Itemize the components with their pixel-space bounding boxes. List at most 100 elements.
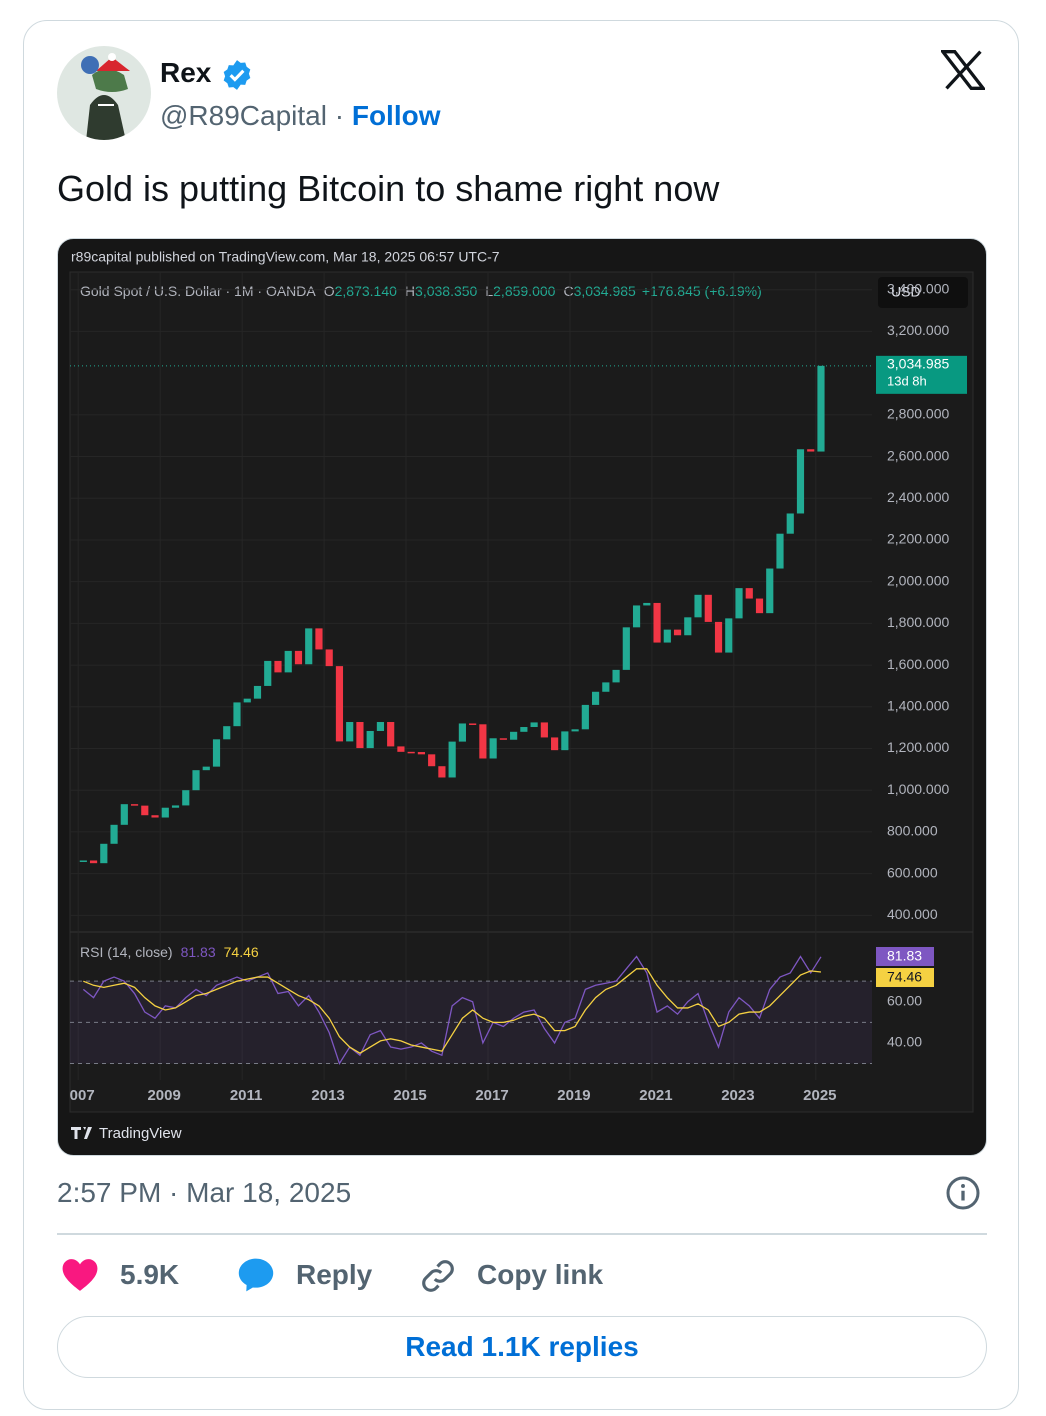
verified-badge: [223, 60, 251, 90]
grid: [70, 272, 872, 1080]
y-tick-label: 2,000.000: [887, 572, 949, 588]
candle: [561, 731, 569, 751]
change: +176.845 (+6.19%): [642, 283, 762, 299]
y-tick-label: 2,200.000: [887, 531, 949, 547]
y-tick-label: 1,600.000: [887, 656, 949, 672]
candle: [725, 618, 733, 653]
candle: [335, 666, 344, 742]
x-tick-label: 007: [70, 1087, 95, 1104]
candle: [581, 704, 589, 730]
x-tick-label: 2023: [721, 1087, 754, 1104]
ohlc-label: L: [485, 283, 493, 299]
rsi-line: [82, 955, 822, 1066]
candle: [223, 726, 231, 740]
x-tick-label: 2011: [230, 1087, 263, 1104]
read-replies-button[interactable]: Read 1.1K replies: [57, 1316, 987, 1378]
candle: [100, 843, 108, 864]
candle: [428, 754, 436, 767]
candle: [89, 860, 98, 864]
candle: [591, 691, 600, 705]
candle: [653, 602, 661, 643]
candle: [643, 602, 651, 606]
tweet-text: Gold is putting Bitcoin to shame right n…: [57, 168, 720, 209]
reply-icon[interactable]: [237, 1257, 275, 1293]
follow-link[interactable]: Follow: [351, 100, 441, 131]
countdown: 13d 8h: [887, 373, 927, 388]
candle: [755, 598, 764, 614]
candle: [510, 731, 518, 740]
rsi-tick-label: 40.00: [887, 1034, 922, 1050]
x-logo[interactable]: [941, 49, 985, 91]
last-price-tag: [876, 355, 967, 394]
source-note: r89capital published on TradingView.com,…: [71, 249, 500, 265]
timestamp[interactable]: 2:57 PM · Mar 18, 2025: [57, 1177, 352, 1208]
ohlc-value: 3,034.985: [574, 283, 636, 299]
x-tick-label: 2021: [639, 1087, 672, 1104]
handle-line: @R89Capital · Follow: [160, 100, 441, 132]
separator: ·: [334, 100, 345, 131]
candle: [346, 722, 354, 742]
y-tick-label: 2,800.000: [887, 406, 949, 422]
currency-box: [878, 277, 968, 308]
rsi-title: RSI (14, close): [80, 944, 173, 960]
link-icon[interactable]: [419, 1257, 457, 1295]
copy-link-button[interactable]: Copy link: [477, 1259, 604, 1290]
candle: [120, 804, 128, 825]
x-tick-label: 2009: [147, 1087, 180, 1104]
like-icon[interactable]: [61, 1257, 99, 1293]
candle: [489, 738, 497, 759]
reply-button[interactable]: Reply: [296, 1259, 373, 1290]
candle: [274, 660, 282, 673]
candle: [325, 649, 333, 667]
candle: [171, 805, 180, 808]
candle: [663, 629, 671, 643]
rsi-tag-label: 74.46: [887, 969, 922, 985]
candle: [469, 723, 477, 725]
candle: [458, 723, 466, 742]
like-count[interactable]: 5.9K: [120, 1259, 180, 1290]
ohlc-label: C: [563, 283, 573, 299]
candle: [253, 685, 262, 699]
candle: [766, 568, 774, 614]
rsi-tag: [876, 968, 934, 987]
symbol-legend: Gold Spot / U.S. Dollar · 1M · OANDA O2,8…: [80, 283, 762, 299]
rsi-tag-label: 81.83: [887, 948, 922, 964]
y-tick-label: 2,600.000: [887, 447, 949, 463]
candle: [817, 365, 825, 452]
candle: [110, 824, 118, 844]
user-name[interactable]: Rex: [160, 57, 212, 88]
candle: [632, 605, 641, 628]
candle: [602, 682, 610, 692]
chart-image[interactable]: r89capital published on TradingView.com,…: [57, 238, 987, 1156]
candle: [192, 770, 200, 791]
candle: [212, 739, 221, 767]
y-tick-label: 3,200.000: [887, 322, 949, 338]
candle: [673, 629, 682, 636]
candle: [417, 752, 425, 755]
info-icon[interactable]: [945, 1175, 981, 1211]
candle: [735, 588, 743, 619]
y-tick-label: 400.000: [887, 906, 938, 922]
ohlc-value: 3,038.350: [415, 283, 477, 299]
avatar[interactable]: [56, 45, 152, 141]
y-tick-label: 1,400.000: [887, 697, 949, 713]
candle: [387, 722, 395, 747]
candle: [151, 815, 159, 818]
tweet-card: [23, 20, 1019, 1410]
candle: [202, 766, 210, 771]
y-tick-label: 1,800.000: [887, 614, 949, 630]
x-tick-label: 2019: [557, 1087, 590, 1104]
candle: [233, 702, 241, 727]
rsi-tick-label: 60.00: [887, 992, 922, 1008]
candle: [294, 650, 303, 665]
handle[interactable]: @R89Capital: [160, 100, 327, 131]
candle: [182, 790, 190, 806]
candle: [704, 594, 712, 622]
candle: [356, 722, 364, 749]
candle: [243, 698, 251, 703]
y-tick-label: 1,200.000: [887, 739, 949, 755]
candle: [499, 738, 507, 740]
candle: [520, 727, 528, 732]
x-tick-label: 2025: [803, 1087, 836, 1104]
